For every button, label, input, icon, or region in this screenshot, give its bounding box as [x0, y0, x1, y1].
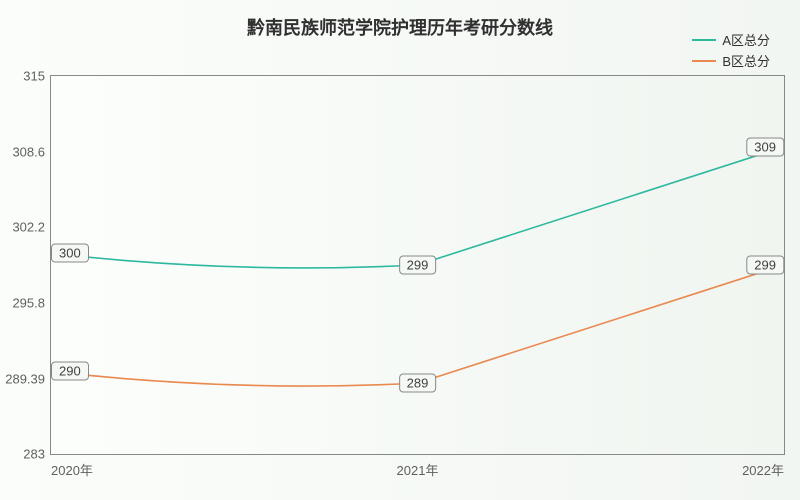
data-label: 299: [399, 256, 437, 275]
x-tick-label: 2020年: [51, 460, 93, 479]
legend: A区总分 B区总分: [692, 30, 770, 72]
legend-label-a: A区总分: [722, 30, 770, 49]
series-b-line: [51, 265, 784, 386]
chart-title: 黔南民族师范学院护理历年考研分数线: [247, 14, 553, 40]
y-tick-label: 295.8: [12, 295, 45, 310]
y-tick-label: 302.2: [12, 220, 45, 235]
data-label: 309: [746, 137, 784, 156]
y-tick-label: 289.39: [5, 371, 45, 386]
legend-swatch-b: [692, 60, 716, 62]
chart-container: 黔南民族师范学院护理历年考研分数线 A区总分 B区总分 283289.39295…: [0, 0, 800, 500]
x-tick-label: 2022年: [742, 460, 784, 479]
legend-label-b: B区总分: [722, 51, 770, 70]
data-label: 290: [51, 362, 89, 381]
data-label: 299: [746, 256, 784, 275]
legend-item-a: A区总分: [692, 30, 770, 49]
y-tick-label: 283: [23, 447, 45, 462]
x-tick-label: 2021年: [397, 460, 439, 479]
legend-swatch-a: [692, 39, 716, 41]
data-label: 300: [51, 244, 89, 263]
plot-area: 283289.39295.8302.2308.63152020年2021年202…: [50, 75, 785, 455]
series-a-line: [51, 147, 784, 268]
legend-item-b: B区总分: [692, 51, 770, 70]
y-tick-label: 308.6: [12, 144, 45, 159]
y-tick-label: 315: [23, 69, 45, 84]
data-label: 289: [399, 374, 437, 393]
